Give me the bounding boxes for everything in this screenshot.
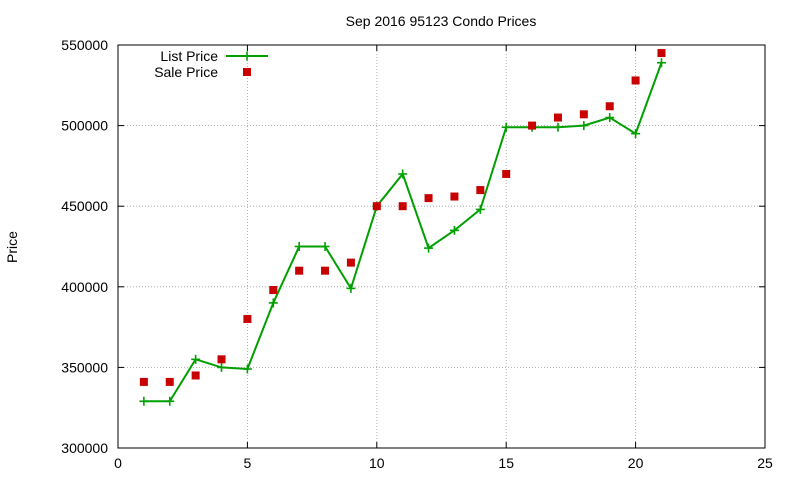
- grid-lines: [118, 45, 765, 448]
- list-price-point: [346, 283, 356, 293]
- list-price-point: [268, 298, 278, 308]
- y-tick-label: 300000: [61, 440, 108, 456]
- list-price-point: [139, 396, 149, 406]
- sale-price-point: [217, 355, 226, 364]
- series-layer: [139, 49, 666, 406]
- y-axis-title: Price: [4, 231, 20, 263]
- x-tick-label: 0: [114, 455, 122, 471]
- list-price-point: [579, 121, 589, 131]
- legend-label-sale-price: Sale Price: [154, 64, 218, 80]
- list-price-point: [165, 396, 175, 406]
- x-tick-label: 15: [498, 455, 514, 471]
- x-tick-labels: 0 5 10 15 20 25: [114, 455, 773, 471]
- y-tick-label: 350000: [61, 359, 108, 375]
- y-tick-label: 400000: [61, 279, 108, 295]
- sale-price-point: [605, 102, 614, 111]
- sale-price-point: [528, 121, 537, 130]
- sale-price-point: [243, 315, 252, 324]
- list-price-point: [294, 242, 304, 251]
- list-price-point: [475, 204, 485, 214]
- list-price-point: [242, 364, 252, 374]
- list-price-point: [656, 58, 666, 68]
- list-price-point: [501, 122, 511, 132]
- sale-price-series: [139, 49, 666, 386]
- x-tick-label: 25: [757, 455, 773, 471]
- sale-price-point: [269, 286, 278, 295]
- sale-price-point: [476, 186, 485, 195]
- y-tick-label: 550000: [61, 37, 108, 53]
- list-price-point: [320, 242, 330, 251]
- x-tick-label: 5: [244, 455, 252, 471]
- sale-price-point: [372, 202, 381, 211]
- legend-label-list-price: List Price: [160, 48, 218, 64]
- axis-ticks: [117, 44, 766, 449]
- plot-frame: [117, 44, 766, 449]
- list-price-point: [449, 225, 459, 235]
- sale-price-point: [139, 377, 148, 386]
- sale-price-point: [579, 110, 588, 119]
- sale-price-point: [424, 194, 433, 203]
- x-tick-label: 10: [369, 455, 385, 471]
- chart-title: Sep 2016 95123 Condo Prices: [346, 13, 537, 29]
- y-tick-label: 500000: [61, 118, 108, 134]
- list-price-point: [631, 129, 641, 139]
- sale-price-point: [191, 371, 200, 380]
- x-tick-label: 20: [628, 455, 644, 471]
- legend-swatch-sale-price: [243, 68, 251, 76]
- sale-price-point: [502, 169, 511, 178]
- sale-price-point: [553, 113, 562, 122]
- sale-price-point: [165, 377, 174, 386]
- sale-price-point: [631, 76, 640, 85]
- sale-price-point: [657, 49, 666, 58]
- list-price-point: [217, 362, 227, 372]
- list-price-point: [191, 354, 201, 364]
- list-price-point: [398, 169, 408, 179]
- sale-price-point: [450, 192, 459, 201]
- sale-price-point: [398, 202, 407, 211]
- y-tick-labels: 300000 350000 400000 450000 500000 550000: [61, 37, 108, 456]
- list-price-point: [424, 243, 434, 253]
- sale-price-point: [295, 266, 304, 275]
- sale-price-point: [321, 266, 330, 275]
- y-tick-label: 450000: [61, 198, 108, 214]
- list-price-point: [553, 122, 563, 132]
- list-price-point: [605, 113, 615, 123]
- sale-price-point: [346, 258, 355, 267]
